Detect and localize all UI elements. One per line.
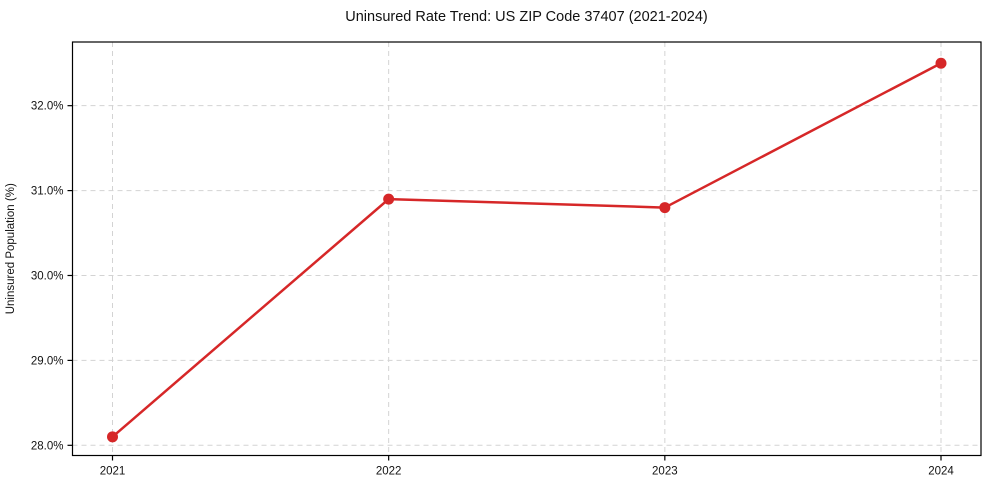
x-tick-label: 2024 [928, 466, 954, 478]
x-tick-label: 2022 [376, 466, 402, 478]
data-point-marker [383, 193, 395, 205]
data-point-marker [659, 202, 671, 214]
y-tick-label: 31.0% [31, 186, 64, 198]
plot-border [71, 41, 982, 457]
y-axis-label: Uninsured Population (%) [5, 183, 17, 314]
x-tick-label: 2023 [652, 466, 678, 478]
x-tick-label: 2021 [100, 466, 126, 478]
trend-line [111, 61, 943, 439]
data-point-marker [935, 57, 947, 69]
y-tick-label: 30.0% [31, 270, 64, 282]
y-tick-label: 29.0% [31, 355, 64, 367]
data-point-marker [107, 431, 118, 443]
y-tick-label: 28.0% [31, 440, 64, 452]
y-tick-label: 32.0% [31, 101, 64, 113]
chart-title: Uninsured Rate Trend: US ZIP Code 37407 … [345, 9, 708, 25]
